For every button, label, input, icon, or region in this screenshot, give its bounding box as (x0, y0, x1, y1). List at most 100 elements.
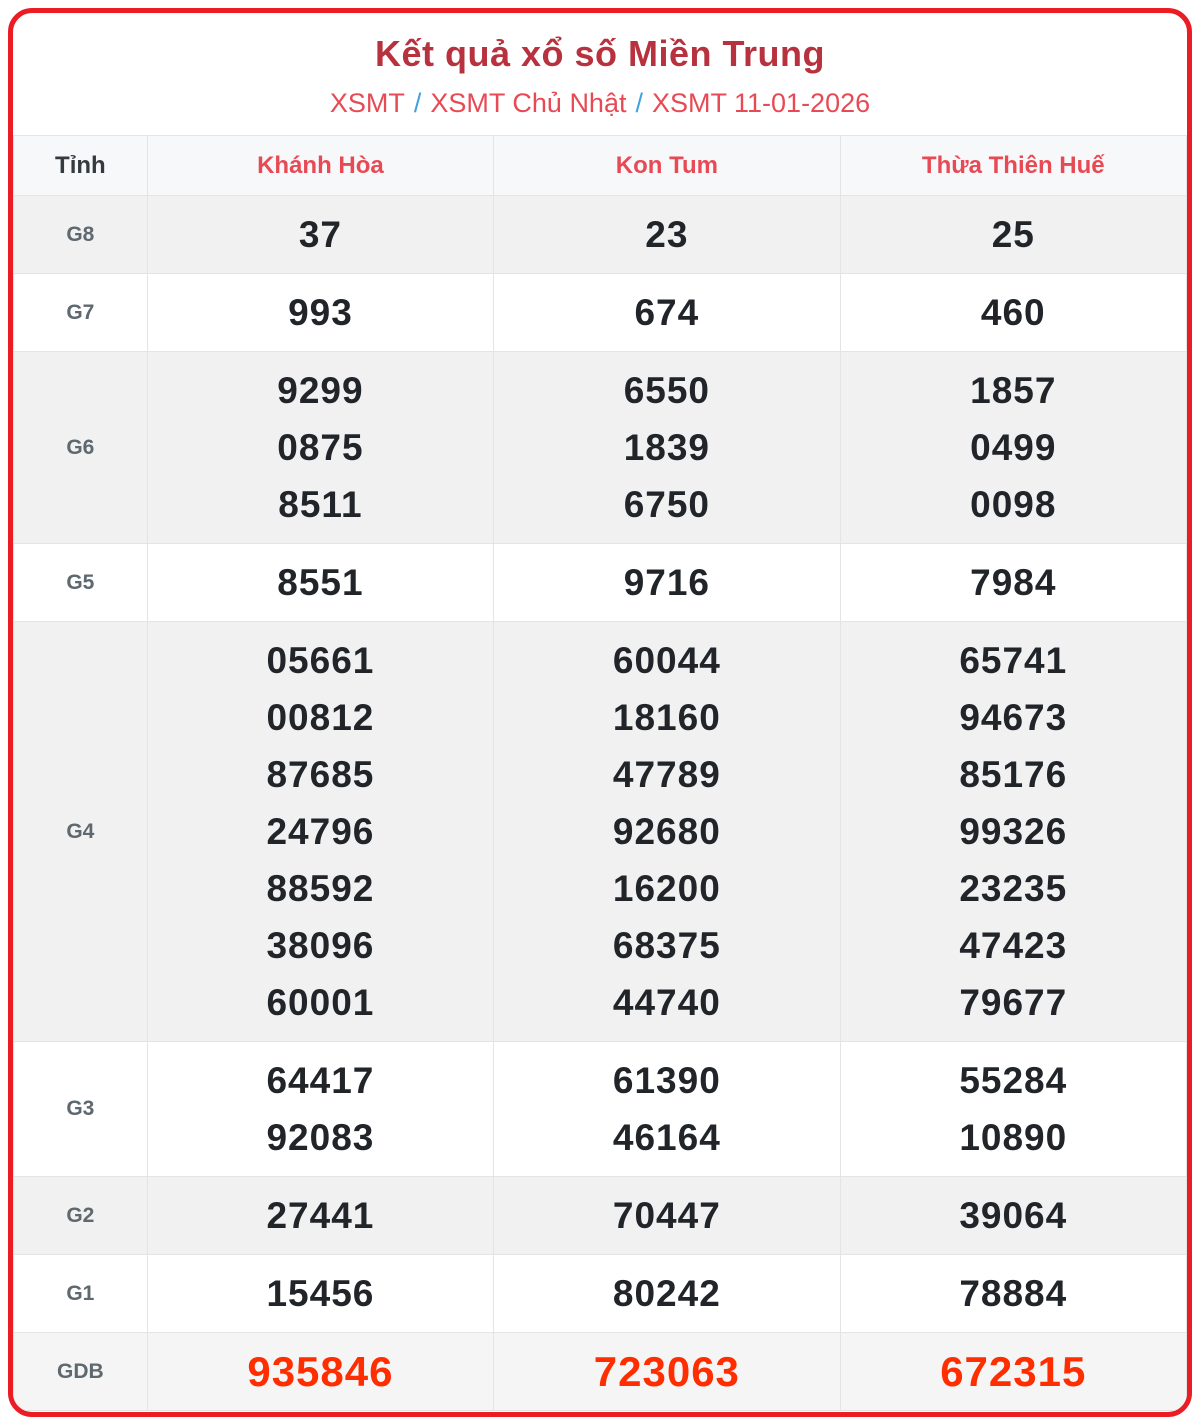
province-header-thua-thien-hue[interactable]: Thừa Thiên Huế (839, 135, 1187, 196)
prize-number: 61390 (612, 1060, 721, 1101)
prize-number: 935846 (247, 1348, 394, 1395)
prize-cell: 70447 (493, 1176, 841, 1255)
prize-number: 60001 (266, 982, 375, 1023)
prize-number: 94673 (959, 697, 1068, 738)
prize-number: 05661 (266, 640, 375, 681)
prize-cell: 9716 (493, 543, 841, 622)
prize-number: 23 (645, 214, 689, 255)
prize-number: 68375 (612, 925, 721, 966)
prize-number: 99326 (959, 811, 1068, 852)
prize-number: 80242 (612, 1273, 721, 1314)
breadcrumb-link-weekday[interactable]: XSMT Chủ Nhật (430, 88, 627, 118)
prize-number: 60044 (612, 640, 721, 681)
prize-cell: 60044 18160 47789 92680 16200 68375 44740 (493, 621, 841, 1042)
breadcrumb-link-xsmt[interactable]: XSMT (329, 88, 405, 118)
prize-cell: 1857 0499 0098 (839, 351, 1187, 544)
page-title: Kết quả xổ số Miền Trung (374, 33, 826, 74)
prize-number: 0098 (970, 484, 1057, 525)
prize-label-g5: G5 (13, 543, 148, 622)
breadcrumb: XSMT / XSMT Chủ Nhật / XSMT 11-01-2026 (13, 88, 1187, 119)
results-table: Tỉnh Khánh Hòa Kon Tum Thừa Thiên Huế G8… (13, 135, 1187, 1411)
prize-cell: 935846 (146, 1332, 495, 1411)
prize-row-gdb: GDB 935846 723063 672315 (13, 1332, 1187, 1411)
prize-number: 993 (288, 292, 353, 333)
prize-label-g7: G7 (13, 273, 148, 352)
prize-row-g1: G1 15456 80242 78884 (13, 1254, 1187, 1333)
prize-cell: 23 (493, 195, 841, 274)
prize-number: 10890 (959, 1117, 1068, 1158)
prize-number: 7984 (970, 562, 1057, 603)
breadcrumb-link-date[interactable]: XSMT 11-01-2026 (652, 88, 871, 118)
prize-cell: 674 (493, 273, 841, 352)
results-body: G8 37 23 25 G7 993 674 460 G6 9299 0875 8511 6550 183… (13, 195, 1187, 1411)
prize-number: 85176 (959, 754, 1068, 795)
prize-number: 92083 (266, 1117, 375, 1158)
prize-cell: 7984 (839, 543, 1187, 622)
prize-cell: 65741 94673 85176 99326 23235 47423 79677 (839, 621, 1187, 1042)
prize-number: 16200 (612, 868, 721, 909)
province-header-khanh-hoa[interactable]: Khánh Hòa (146, 135, 495, 196)
prize-number: 6750 (623, 484, 710, 525)
prize-cell: 78884 (839, 1254, 1187, 1333)
prize-number: 44740 (612, 982, 721, 1023)
prize-number: 0499 (970, 427, 1057, 468)
prize-cell: 80242 (493, 1254, 841, 1333)
prize-number: 8511 (278, 484, 363, 525)
prize-number: 25 (991, 214, 1035, 255)
prize-number: 92680 (612, 811, 721, 852)
prize-number: 78884 (959, 1273, 1068, 1314)
prize-number: 0875 (277, 427, 364, 468)
prize-cell: 9299 0875 8511 (146, 351, 495, 544)
prize-label-g2: G2 (13, 1176, 148, 1255)
prize-cell: 27441 (146, 1176, 495, 1255)
prize-cell: 05661 00812 87685 24796 88592 38096 60001 (146, 621, 495, 1042)
prize-label-g3: G3 (13, 1041, 148, 1177)
breadcrumb-separator: / (413, 88, 422, 118)
prize-number: 672315 (940, 1348, 1087, 1395)
prize-number: 9299 (277, 370, 364, 411)
prize-number: 70447 (612, 1195, 721, 1236)
prize-number: 723063 (593, 1348, 740, 1395)
prize-label-gdb: GDB (13, 1332, 148, 1411)
prize-cell: 55284 10890 (839, 1041, 1187, 1177)
prize-number: 6550 (623, 370, 710, 411)
lottery-results-card: Kết quả xổ số Miền Trung XSMT / XSMT Chủ N… (8, 8, 1192, 1417)
prize-number: 24796 (266, 811, 375, 852)
prize-row-g3: G3 64417 92083 61390 46164 55284 10890 (13, 1041, 1187, 1177)
prize-cell: 723063 (493, 1332, 841, 1411)
prize-cell: 61390 46164 (493, 1041, 841, 1177)
prize-number: 46164 (612, 1117, 721, 1158)
province-header-kon-tum[interactable]: Kon Tum (493, 135, 841, 196)
prize-number: 87685 (266, 754, 375, 795)
prize-cell: 15456 (146, 1254, 495, 1333)
prize-label-g4: G4 (13, 621, 148, 1042)
prize-cell: 672315 (839, 1332, 1187, 1411)
prize-number: 1839 (623, 427, 710, 468)
prize-label-g8: G8 (13, 195, 148, 274)
table-header-row: Tỉnh Khánh Hòa Kon Tum Thừa Thiên Huế (13, 135, 1187, 196)
prize-number: 9716 (623, 562, 710, 603)
prize-number: 79677 (959, 982, 1068, 1023)
prize-number: 47423 (959, 925, 1068, 966)
prize-number: 8551 (277, 562, 364, 603)
prize-cell: 460 (839, 273, 1187, 352)
prize-cell: 39064 (839, 1176, 1187, 1255)
prize-label-g1: G1 (13, 1254, 148, 1333)
prize-number: 37 (298, 214, 342, 255)
prize-cell: 25 (839, 195, 1187, 274)
prize-cell: 37 (146, 195, 495, 274)
breadcrumb-separator: / (635, 88, 643, 118)
prize-label-g6: G6 (13, 351, 148, 544)
prize-number: 00812 (266, 697, 375, 738)
prize-number: 38096 (266, 925, 375, 966)
prize-number: 18160 (612, 697, 721, 738)
prize-row-g8: G8 37 23 25 (13, 195, 1187, 274)
prize-cell: 6550 1839 6750 (493, 351, 841, 544)
prize-row-g2: G2 27441 70447 39064 (13, 1176, 1187, 1255)
card-header: Kết quả xổ số Miền Trung XSMT / XSMT Chủ N… (13, 13, 1187, 135)
prize-row-g4: G4 05661 00812 87685 24796 88592 38096 60001 600… (13, 621, 1187, 1042)
prize-row-g5: G5 8551 9716 7984 (13, 543, 1187, 622)
prize-cell: 64417 92083 (146, 1041, 495, 1177)
prize-number: 27441 (266, 1195, 375, 1236)
prize-cell: 8551 (146, 543, 495, 622)
